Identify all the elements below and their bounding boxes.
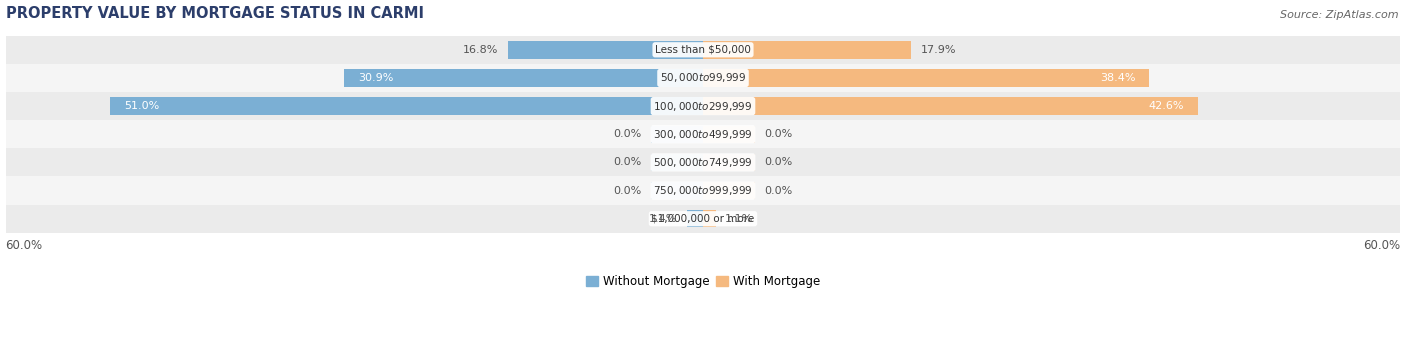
Text: 51.0%: 51.0% (124, 101, 159, 111)
Bar (6, 64, 1400, 92)
Text: $50,000 to $99,999: $50,000 to $99,999 (659, 71, 747, 84)
Text: 42.6%: 42.6% (1149, 101, 1184, 111)
Text: 0.0%: 0.0% (765, 129, 793, 139)
Text: 16.8%: 16.8% (463, 45, 498, 55)
Text: 0.0%: 0.0% (613, 129, 641, 139)
Text: Less than $50,000: Less than $50,000 (655, 45, 751, 55)
Bar (6, 148, 1400, 176)
Text: 30.9%: 30.9% (357, 73, 394, 83)
Bar (344, 69, 703, 87)
Text: PROPERTY VALUE BY MORTGAGE STATUS IN CARMI: PROPERTY VALUE BY MORTGAGE STATUS IN CAR… (6, 5, 423, 20)
Text: 17.9%: 17.9% (921, 45, 956, 55)
Bar (703, 69, 1149, 87)
Bar (110, 97, 703, 115)
Text: 60.0%: 60.0% (1364, 239, 1400, 252)
Text: 60.0%: 60.0% (6, 239, 42, 252)
Text: $750,000 to $999,999: $750,000 to $999,999 (654, 184, 752, 197)
Bar (703, 182, 755, 199)
Bar (703, 97, 1198, 115)
Bar (703, 41, 911, 58)
Text: $1,000,000 or more: $1,000,000 or more (651, 214, 755, 224)
Legend: Without Mortgage, With Mortgage: Without Mortgage, With Mortgage (581, 271, 825, 293)
Bar (703, 154, 755, 171)
Bar (703, 210, 716, 227)
Text: 0.0%: 0.0% (613, 157, 641, 167)
Text: $100,000 to $299,999: $100,000 to $299,999 (654, 100, 752, 113)
Bar (651, 154, 703, 171)
Bar (703, 125, 755, 143)
Text: 0.0%: 0.0% (613, 186, 641, 196)
Bar (6, 92, 1400, 120)
Text: 0.0%: 0.0% (765, 157, 793, 167)
Text: 38.4%: 38.4% (1099, 73, 1136, 83)
Text: 1.4%: 1.4% (650, 214, 678, 224)
Bar (6, 120, 1400, 148)
Text: $300,000 to $499,999: $300,000 to $499,999 (654, 128, 752, 141)
Text: 0.0%: 0.0% (765, 186, 793, 196)
Text: Source: ZipAtlas.com: Source: ZipAtlas.com (1281, 10, 1399, 20)
Bar (508, 41, 703, 58)
Bar (651, 125, 703, 143)
Bar (6, 205, 1400, 233)
Bar (686, 210, 703, 227)
Bar (6, 36, 1400, 64)
Text: $500,000 to $749,999: $500,000 to $749,999 (654, 156, 752, 169)
Text: 1.1%: 1.1% (725, 214, 754, 224)
Bar (651, 182, 703, 199)
Bar (6, 176, 1400, 205)
